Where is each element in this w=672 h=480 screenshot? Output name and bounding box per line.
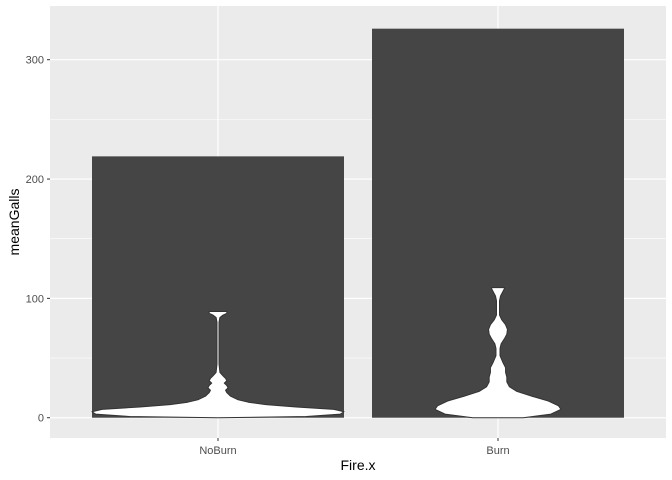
y-tick-label: 100 xyxy=(26,293,44,305)
violin-noburn xyxy=(91,311,345,419)
violins xyxy=(91,287,562,419)
x-tick-label: Burn xyxy=(486,445,509,457)
x-axis-title: Fire.x xyxy=(341,457,376,473)
y-tick-label: 200 xyxy=(26,174,44,186)
y-tick-label: 0 xyxy=(38,413,44,425)
x-tick-label: NoBurn xyxy=(199,445,236,457)
y-tick-label: 300 xyxy=(26,55,44,67)
axes: 0 100 200 300 NoBurn Burn xyxy=(26,55,510,457)
y-axis-title: meanGalls xyxy=(6,189,22,256)
violin-burn xyxy=(434,287,562,419)
